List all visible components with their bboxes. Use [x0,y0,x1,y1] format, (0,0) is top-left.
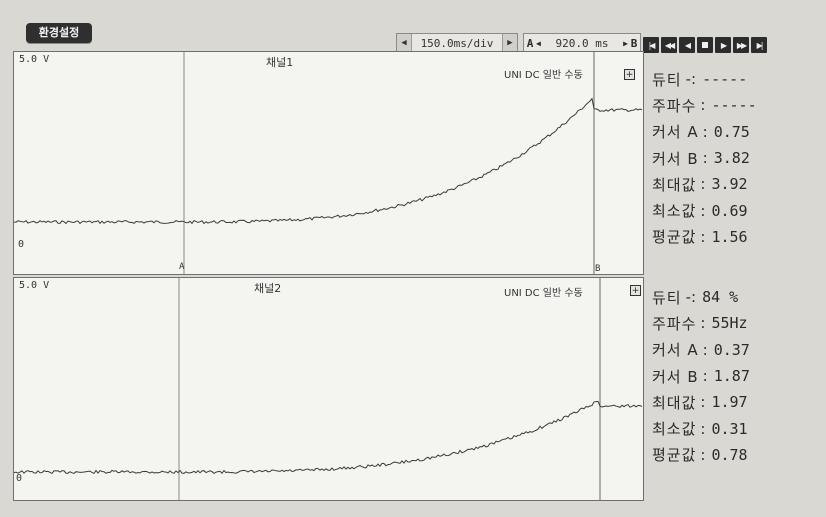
stat-row: 주파수:55Hz [652,310,822,336]
stat-value: ----- [702,70,748,89]
stat-separator: : [702,149,708,168]
stat-row: 최대값:3.92 [652,171,822,197]
stat-row: 최대값:1.97 [652,389,822,415]
stat-row: 커서 B:3.82 [652,145,822,171]
stat-row: 평균값:1.56 [652,224,822,250]
stat-key: 듀티 [652,288,682,307]
step-back-icon[interactable]: ◀ [679,37,695,53]
cursor-a-marker[interactable]: A [179,262,185,272]
scale-label: 5.0 V [19,54,50,65]
stat-key: 평균값 [652,446,697,465]
stat-value: 0.37 [713,340,750,359]
mode-label: UNI DC 일반 수동 [504,70,583,81]
stop-icon[interactable] [697,37,713,53]
stat-value: 3.82 [713,149,750,168]
stat-value: 84 % [702,288,739,307]
stat-separator: : [700,96,706,115]
channel-2-stats: 듀티 -: 84 % 주파수:55Hz 커서 A:0.37 커서 B:1.87 최대값:1.… [652,284,822,468]
channel-title: 채널1 [266,56,294,69]
skip-start-icon[interactable]: |◀ [643,37,659,53]
stat-separator: -: [685,288,697,307]
stat-value: 55Hz [711,314,748,333]
timebase-control[interactable]: ◀ 150.0ms/div ▶ [396,33,518,53]
stat-separator: : [700,445,706,464]
stat-key: 커서 B [652,149,699,168]
timebase-decrease-icon[interactable]: ◀ [397,34,412,52]
stat-key: 최대값 [652,393,697,412]
zoom-icon[interactable]: + [630,285,641,296]
stat-key: 최소값 [652,420,697,439]
channel-1-graph [14,52,643,274]
stat-key: 커서 A [652,341,699,360]
stat-value: 0.69 [711,201,748,220]
stat-key: 듀티 [652,70,682,89]
cursor-b-marker[interactable]: B [595,264,601,274]
stat-value: 0.75 [713,122,750,141]
stat-separator: : [700,227,706,246]
play-icon[interactable]: ▶ [715,37,731,53]
stat-separator: : [700,201,706,220]
rewind-icon[interactable]: ◀◀ [661,37,677,53]
settings-button[interactable]: 환경설정 [26,23,92,43]
stat-row: 듀티 -: 84 % [652,284,822,310]
stat-value: 0.78 [711,445,748,464]
cursor-span-right-icon[interactable]: ▶ [623,38,628,48]
stat-value: ----- [711,96,757,115]
stat-key: 최대값 [652,175,697,194]
stat-row: 커서 B:1.87 [652,363,822,389]
timebase-increase-icon[interactable]: ▶ [502,34,517,52]
stat-separator: : [700,419,706,438]
channel-2-graph [14,278,643,500]
skip-end-icon[interactable]: ▶| [751,37,767,53]
stat-row: 주파수: ----- [652,92,822,118]
stat-separator: : [702,367,708,386]
stat-key: 주파수 [652,96,697,115]
stat-separator: : [700,393,706,412]
stat-value: 3.92 [711,175,748,194]
stat-key: 커서 A [652,123,699,142]
stat-row: 최소값:0.31 [652,415,822,441]
zoom-icon[interactable]: + [624,69,635,80]
channel-2-trace [14,400,643,475]
stat-separator: : [700,175,706,194]
cursor-span-b-label: B [630,36,638,50]
stat-separator: : [700,314,706,333]
cursor-span-a-label: A [526,36,534,50]
stat-key: 커서 B [652,367,699,386]
stat-row: 듀티 -: ----- [652,66,822,92]
stat-separator: -: [685,70,697,89]
stat-row: 커서 A:0.37 [652,337,822,363]
zero-label: 0 [18,239,25,250]
cursor-span-left-icon[interactable]: ◀ [536,38,541,48]
mode-label: UNI DC 일반 수동 [504,288,583,299]
transport-controls: |◀ ◀◀ ◀ ▶ ▶▶ ▶| [643,37,767,53]
channel-title: 채널2 [254,282,282,295]
stat-row: 최소값:0.69 [652,197,822,223]
cursor-span-value: 920.0 ms [555,36,609,50]
stat-value: 1.87 [713,367,750,386]
zero-label: 0 [16,473,23,484]
stat-row: 커서 A:0.75 [652,119,822,145]
stat-key: 평균값 [652,228,697,247]
cursor-span-control[interactable]: A ◀ 920.0 ms ▶ B [523,33,641,53]
stat-separator: : [702,340,708,359]
scale-label: 5.0 V [19,280,50,291]
stat-separator: : [702,122,708,141]
stat-value: 1.97 [711,393,748,412]
channel-2-panel: 5.0 V 채널2 UNI DC 일반 수동 + 0 [13,277,644,501]
stat-key: 주파수 [652,314,697,333]
stat-value: 1.56 [711,227,748,246]
stat-key: 최소값 [652,202,697,221]
channel-1-stats: 듀티 -: ----- 주파수: ----- 커서 A:0.75 커서 B:3.82 최대값:… [652,66,822,250]
timebase-value: 150.0ms/div [420,36,494,50]
stat-row: 평균값:0.78 [652,442,822,468]
fast-forward-icon[interactable]: ▶▶ [733,37,749,53]
stat-value: 0.31 [711,419,748,438]
channel-1-panel: 5.0 V 채널1 UNI DC 일반 수동 + 0 A B [13,51,644,275]
channel-1-trace [14,97,643,225]
